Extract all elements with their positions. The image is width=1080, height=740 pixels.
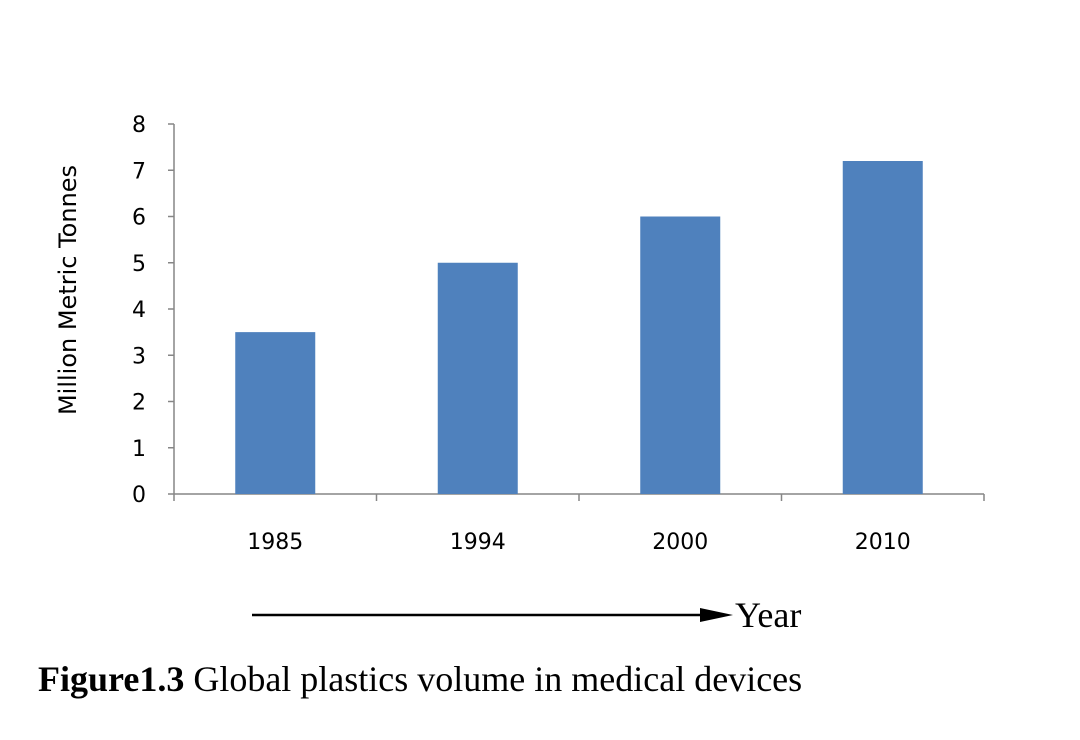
figure-caption: Figure1.3 Global plastics volume in medi…: [38, 658, 802, 700]
bars: [235, 161, 923, 494]
bar-2000: [640, 216, 721, 494]
year-arrow: [252, 608, 733, 622]
caption-label: Figure1.3: [38, 659, 185, 699]
x-tick-label: 1994: [450, 530, 506, 555]
y-axis: 0 1 2 3 4 5 6 7 8: [132, 113, 175, 508]
bar-2010: [842, 161, 923, 494]
x-tick-label: 2010: [855, 530, 911, 555]
x-tick-label: 2000: [652, 530, 708, 555]
bar-1985: [235, 332, 316, 494]
x-axis: [173, 493, 985, 501]
y-axis-title: Million Metric Tonnes: [54, 165, 82, 415]
y-tick-label: 0: [132, 483, 146, 508]
y-tick-label: 8: [132, 113, 146, 138]
bar-1994: [437, 262, 518, 494]
x-tick-labels: 1985 1994 2000 2010: [247, 530, 911, 555]
y-tick-label: 6: [132, 206, 146, 231]
y-tick-label: 4: [132, 298, 146, 323]
x-tick-label: 1985: [247, 530, 303, 555]
y-tick-label: 2: [132, 391, 146, 416]
x-axis-title: Year: [735, 595, 801, 635]
y-tick-label: 7: [132, 159, 146, 184]
y-tick-label: 3: [132, 344, 146, 369]
y-tick-label: 1: [132, 437, 146, 462]
y-tick-label: 5: [132, 252, 146, 277]
caption-text: Global plastics volume in medical device…: [193, 659, 803, 699]
year-arrow-head: [700, 608, 733, 622]
